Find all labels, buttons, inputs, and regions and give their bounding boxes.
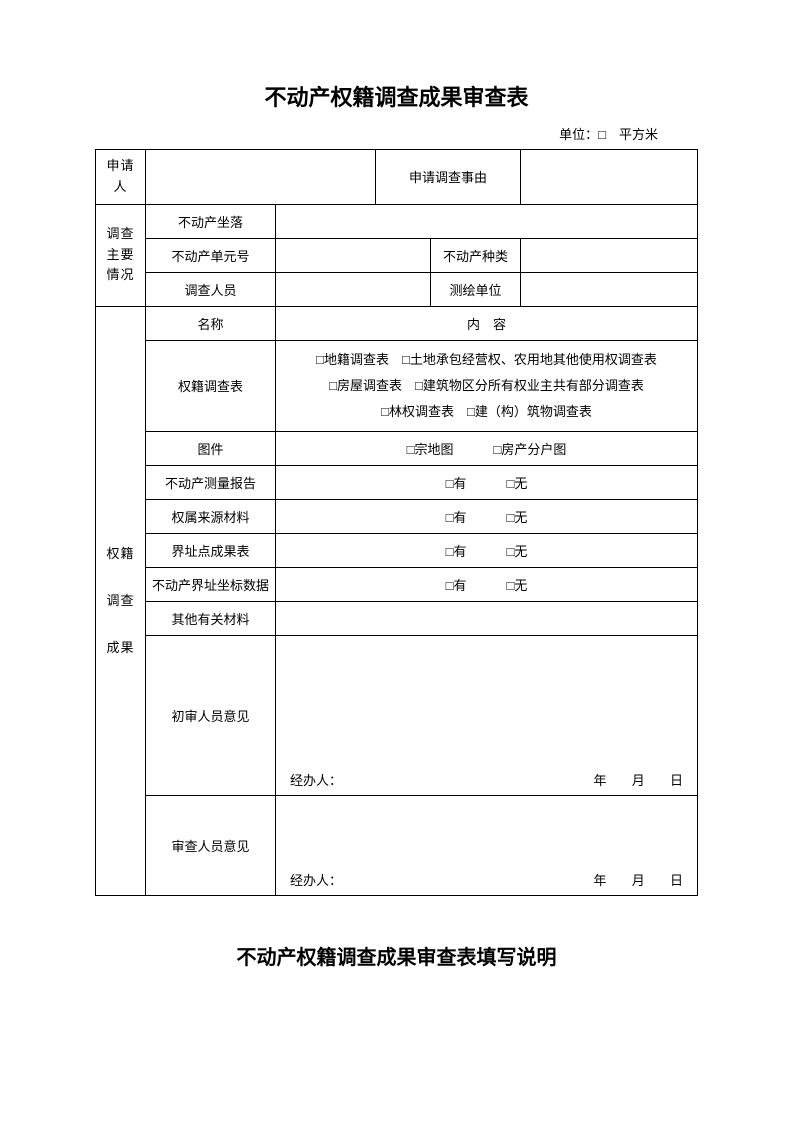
location-label: 不动产坐落 [146, 204, 276, 238]
survey-form-label: 权籍调查表 [146, 340, 276, 431]
coord-label: 不动产界址坐标数据 [146, 567, 276, 601]
day-label: 日 [670, 870, 683, 889]
review-signature-line: 经办人： 年 月 日 [276, 870, 697, 889]
unitno-value [276, 238, 431, 272]
date-part: 年 月 日 [571, 770, 683, 789]
opt-yes: □有 [446, 544, 467, 559]
month-label: 月 [632, 870, 645, 889]
month-label: 月 [632, 770, 645, 789]
review-opinion-label: 审查人员意见 [146, 795, 276, 895]
measure-label: 不动产测量报告 [146, 465, 276, 499]
applicant-value [146, 150, 376, 205]
map-options: □宗地图 □房产分户图 [276, 431, 698, 465]
unit-line: 单位：□ 平方米 [95, 124, 698, 143]
map-label: 图件 [146, 431, 276, 465]
first-opinion-label: 初审人员意见 [146, 635, 276, 795]
reason-label: 申请调查事由 [376, 150, 521, 205]
ownership-options: □有 □无 [276, 499, 698, 533]
content-header: 内 容 [276, 306, 698, 340]
opt-yes: □有 [446, 476, 467, 491]
opt-no: □无 [507, 510, 528, 525]
opt-no: □无 [507, 544, 528, 559]
first-opinion-cell: 经办人： 年 月 日 [276, 635, 698, 795]
subtitle: 不动产权籍调查成果审查表填写说明 [95, 941, 698, 970]
day-label: 日 [670, 770, 683, 789]
other-value [276, 601, 698, 635]
unit-text: 平方米 [606, 127, 658, 142]
opt-no: □无 [507, 476, 528, 491]
type-label: 不动产种类 [431, 238, 521, 272]
map-opt-zongdi: □宗地图 [407, 442, 454, 457]
page-title: 不动产权籍调查成果审查表 [95, 80, 698, 112]
mapunit-value [521, 272, 698, 306]
type-value [521, 238, 698, 272]
opt-yes: □有 [446, 510, 467, 525]
unit-checkbox: □ [598, 127, 606, 142]
boundary-options: □有 □无 [276, 533, 698, 567]
handler-label: 经办人： [290, 870, 342, 889]
unitno-label: 不动产单元号 [146, 238, 276, 272]
result-header: 权籍 调查 成果 [96, 306, 146, 895]
personnel-value [276, 272, 431, 306]
name-header: 名称 [146, 306, 276, 340]
boundary-label: 界址点成果表 [146, 533, 276, 567]
measure-options: □有 □无 [276, 465, 698, 499]
location-value [276, 204, 698, 238]
year-label: 年 [593, 770, 606, 789]
first-signature-line: 经办人： 年 月 日 [276, 770, 697, 789]
survey-header: 调查 主要 情况 [96, 204, 146, 306]
reason-value [521, 150, 698, 205]
map-opt-fangchan: □房产分户图 [494, 442, 567, 457]
review-opinion-cell: 经办人： 年 月 日 [276, 795, 698, 895]
mapunit-label: 测绘单位 [431, 272, 521, 306]
coord-options: □有 □无 [276, 567, 698, 601]
survey-form-options: □地籍调查表 □土地承包经营权、农用地其他使用权调查表 □房屋调查表 □建筑物区… [276, 340, 698, 431]
ownership-label: 权属来源材料 [146, 499, 276, 533]
applicant-label: 申请人 [96, 150, 146, 205]
review-table: 申请人 申请调查事由 调查 主要 情况 不动产坐落 不动产单元号 不动产种类 调… [95, 149, 698, 896]
opt-no: □无 [507, 578, 528, 593]
handler-label: 经办人： [290, 770, 342, 789]
other-label: 其他有关材料 [146, 601, 276, 635]
year-label: 年 [593, 870, 606, 889]
opt-yes: □有 [446, 578, 467, 593]
unit-prefix: 单位： [559, 127, 598, 142]
personnel-label: 调查人员 [146, 272, 276, 306]
date-part: 年 月 日 [571, 870, 683, 889]
